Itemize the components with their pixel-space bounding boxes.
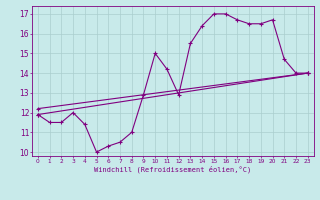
- X-axis label: Windchill (Refroidissement éolien,°C): Windchill (Refroidissement éolien,°C): [94, 165, 252, 173]
